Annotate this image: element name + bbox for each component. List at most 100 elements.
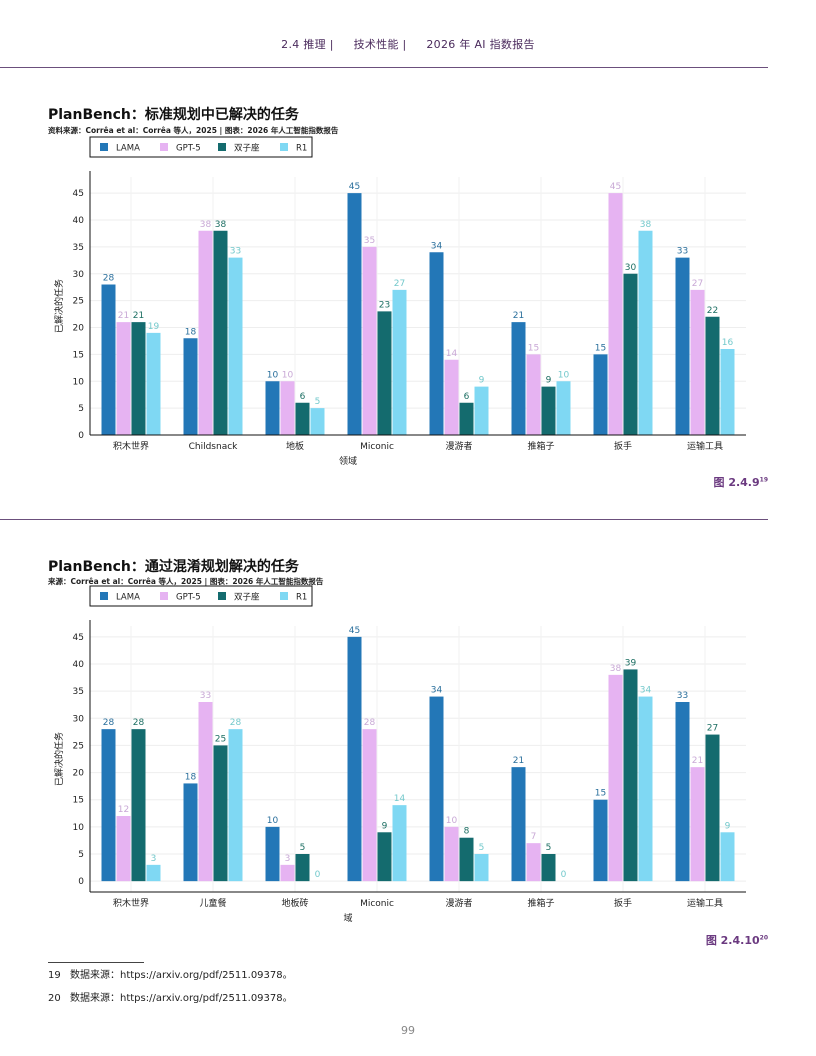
bar-GPT-5-7 xyxy=(690,767,705,882)
bar-双子座-7 xyxy=(705,734,720,882)
bar-GPT-5-0 xyxy=(116,816,131,882)
data-label-LAMA-0: 28 xyxy=(103,718,115,728)
data-label-LAMA-4: 34 xyxy=(431,686,443,696)
data-label-双子座-6: 30 xyxy=(625,263,637,273)
y-tick-label: 25 xyxy=(73,297,84,307)
data-label-R1-5: 0 xyxy=(561,870,567,880)
data-label-GPT-5-0: 21 xyxy=(118,311,129,321)
footnote-20: 20 数据来源：https://arxiv.org/pdf/2511.09378。 xyxy=(48,989,293,1004)
bar-双子座-5 xyxy=(541,386,556,435)
bar-LAMA-3 xyxy=(347,193,362,435)
data-label-R1-1: 33 xyxy=(230,247,241,257)
y-tick-label: 10 xyxy=(73,377,85,387)
data-label-GPT-5-2: 3 xyxy=(285,854,291,864)
bar-双子座-3 xyxy=(377,832,392,882)
bar-双子座-3 xyxy=(377,311,392,435)
data-label-双子座-0: 28 xyxy=(133,718,145,728)
legend-label-R1: R1 xyxy=(296,144,307,154)
bar-双子座-2 xyxy=(295,854,310,882)
bar-R1-1 xyxy=(228,257,243,435)
data-label-LAMA-3: 45 xyxy=(349,182,360,192)
bar-GPT-5-6 xyxy=(608,193,623,435)
data-label-GPT-5-1: 33 xyxy=(200,691,211,701)
chart-1: LAMA GPT-5 双子座 R1 0 5 10 15 20 25 30 35 40 45 28 21 21 19… xyxy=(53,136,746,467)
bar-双子座-0 xyxy=(131,729,146,882)
bar-GPT-5-2 xyxy=(280,381,295,435)
bar-R1-2 xyxy=(310,408,325,435)
data-label-R1-2: 0 xyxy=(315,870,321,880)
bar-GPT-5-3 xyxy=(362,729,377,882)
data-label-LAMA-2: 10 xyxy=(267,816,279,826)
data-label-R1-6: 38 xyxy=(640,220,652,230)
data-label-LAMA-7: 33 xyxy=(677,247,688,257)
y-tick-label: 35 xyxy=(73,243,84,253)
y-tick-label: 20 xyxy=(73,769,85,779)
bar-双子座-6 xyxy=(623,273,638,435)
header-chapter: 技术性能 | xyxy=(353,38,407,51)
data-label-R1-7: 9 xyxy=(725,821,731,831)
page-number: 99 xyxy=(401,1024,415,1037)
bar-双子座-6 xyxy=(623,669,638,882)
data-label-GPT-5-5: 15 xyxy=(528,343,539,353)
bar-R1-6 xyxy=(638,230,653,435)
legend-label-R1: R1 xyxy=(296,593,307,603)
bar-R1-4 xyxy=(474,854,489,882)
y-tick-label: 10 xyxy=(73,823,85,833)
legend-swatch-GPT-5 xyxy=(160,143,168,151)
y-axis-label: 已解决的任务 xyxy=(53,732,65,786)
header-report: 2026 年 AI 指数报告 xyxy=(426,38,535,51)
footnote-rule xyxy=(48,962,144,963)
data-label-R1-2: 5 xyxy=(315,397,321,407)
data-label-R1-0: 3 xyxy=(151,854,157,864)
data-label-GPT-5-2: 10 xyxy=(282,370,294,380)
y-tick-label: 0 xyxy=(78,877,84,887)
data-label-GPT-5-0: 12 xyxy=(118,805,129,815)
data-label-双子座-2: 5 xyxy=(300,843,306,853)
data-label-LAMA-7: 33 xyxy=(677,691,688,701)
legend-swatch-LAMA xyxy=(100,143,108,151)
y-tick-label: 40 xyxy=(73,216,85,226)
x-axis-label: 领域 xyxy=(339,455,357,467)
legend-swatch-双子座 xyxy=(218,143,226,151)
section-rule xyxy=(0,519,768,520)
data-label-R1-4: 5 xyxy=(479,843,485,853)
figure-label-1-text: 图 2.4.9 xyxy=(713,476,760,489)
data-label-双子座-2: 6 xyxy=(300,392,306,402)
x-tick-label: 地板砖 xyxy=(281,897,308,909)
bar-R1-4 xyxy=(474,386,489,435)
data-label-R1-4: 9 xyxy=(479,376,485,386)
figure-label-1: 图 2.4.919 xyxy=(713,474,768,490)
figure-label-2-note: 20 xyxy=(759,934,768,942)
data-label-LAMA-3: 45 xyxy=(349,626,360,636)
bar-双子座-7 xyxy=(705,316,720,435)
y-tick-label: 5 xyxy=(78,404,84,414)
bar-LAMA-6 xyxy=(593,799,608,882)
footnote-19-text: 数据来源：https://arxiv.org/pdf/2511.09378。 xyxy=(70,970,293,981)
legend-label-LAMA: LAMA xyxy=(116,593,140,603)
bar-GPT-5-4 xyxy=(444,359,459,435)
bar-双子座-1 xyxy=(213,745,228,882)
y-tick-label: 15 xyxy=(73,796,84,806)
data-label-GPT-5-7: 27 xyxy=(692,279,703,289)
x-tick-label: 扳手 xyxy=(614,897,632,909)
footnote-19-num: 19 xyxy=(48,970,61,981)
x-tick-label: 扳手 xyxy=(614,440,632,452)
bar-R1-1 xyxy=(228,729,243,882)
data-label-R1-0: 19 xyxy=(148,322,160,332)
data-label-LAMA-5: 21 xyxy=(513,756,524,766)
data-label-双子座-1: 38 xyxy=(215,220,227,230)
data-label-GPT-5-3: 28 xyxy=(364,718,376,728)
bar-双子座-4 xyxy=(459,402,474,435)
data-label-双子座-4: 8 xyxy=(464,827,470,837)
data-label-双子座-1: 25 xyxy=(215,734,226,744)
bar-双子座-0 xyxy=(131,322,146,435)
bar-双子座-5 xyxy=(541,854,556,882)
data-label-LAMA-1: 18 xyxy=(185,327,197,337)
bar-GPT-5-6 xyxy=(608,674,623,882)
bar-LAMA-1 xyxy=(183,338,198,435)
legend-label-GPT-5: GPT-5 xyxy=(176,144,201,154)
bar-LAMA-3 xyxy=(347,636,362,882)
x-tick-label: Childsnack xyxy=(189,442,239,452)
x-tick-label: 地板 xyxy=(286,440,304,452)
x-tick-label: 推箱子 xyxy=(527,440,554,452)
